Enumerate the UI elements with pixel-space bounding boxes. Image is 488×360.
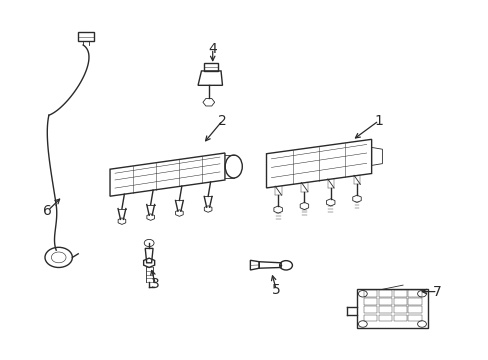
- Text: 5: 5: [271, 283, 280, 297]
- Text: 1: 1: [374, 114, 383, 127]
- Text: 7: 7: [432, 285, 441, 298]
- Text: 6: 6: [43, 204, 52, 217]
- Text: 4: 4: [208, 42, 217, 55]
- Text: 2: 2: [218, 114, 226, 127]
- Text: 3: 3: [151, 278, 160, 291]
